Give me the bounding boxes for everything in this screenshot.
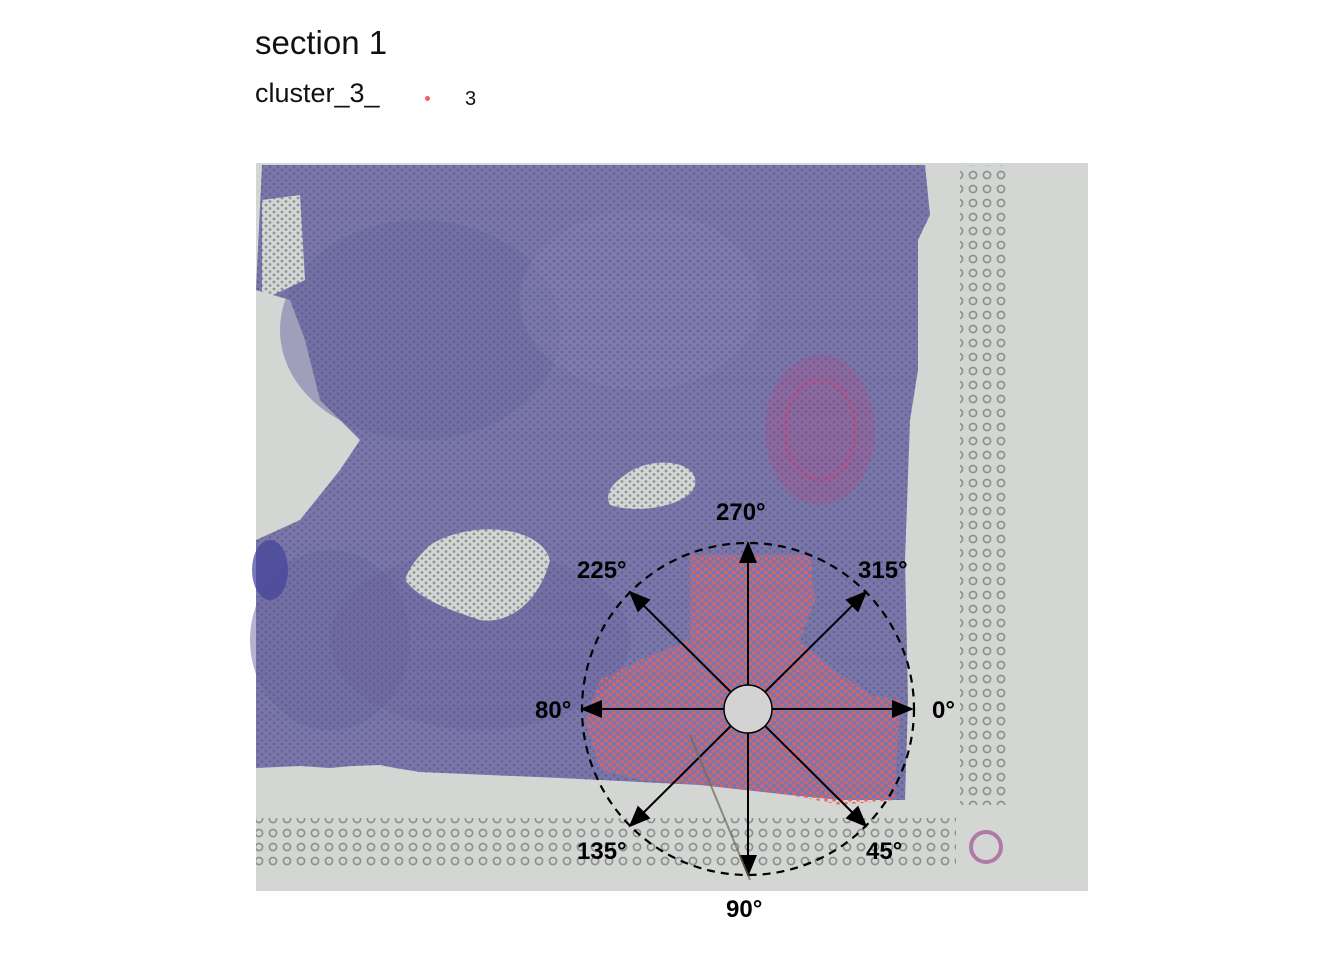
compass <box>580 541 916 881</box>
arrow-135 <box>628 708 749 828</box>
arrow-315 <box>747 590 868 710</box>
fiducial-column <box>960 165 1010 805</box>
angle-label-45: 45° <box>866 838 902 865</box>
angle-label-225: 225° <box>577 557 627 584</box>
angle-label-180: 80° <box>535 697 571 724</box>
fiducial-corner <box>969 830 1003 864</box>
angle-label-0: 0° <box>932 697 955 724</box>
legend-dot-icon <box>425 96 430 101</box>
page-title: section 1 <box>255 24 388 61</box>
compass-center <box>723 684 773 734</box>
fiducial-row <box>256 818 956 868</box>
cluster-highlight <box>585 555 900 805</box>
angle-label-315: 315° <box>858 557 908 584</box>
angle-label-90: 90° <box>726 896 762 923</box>
legend-label: cluster_3_ <box>255 78 380 108</box>
angle-label-270: 270° <box>716 499 766 526</box>
arrow-45 <box>747 708 868 828</box>
legend-value: 3 <box>465 88 477 110</box>
arrow-225 <box>628 590 749 710</box>
angle-label-135: 135° <box>577 838 627 865</box>
